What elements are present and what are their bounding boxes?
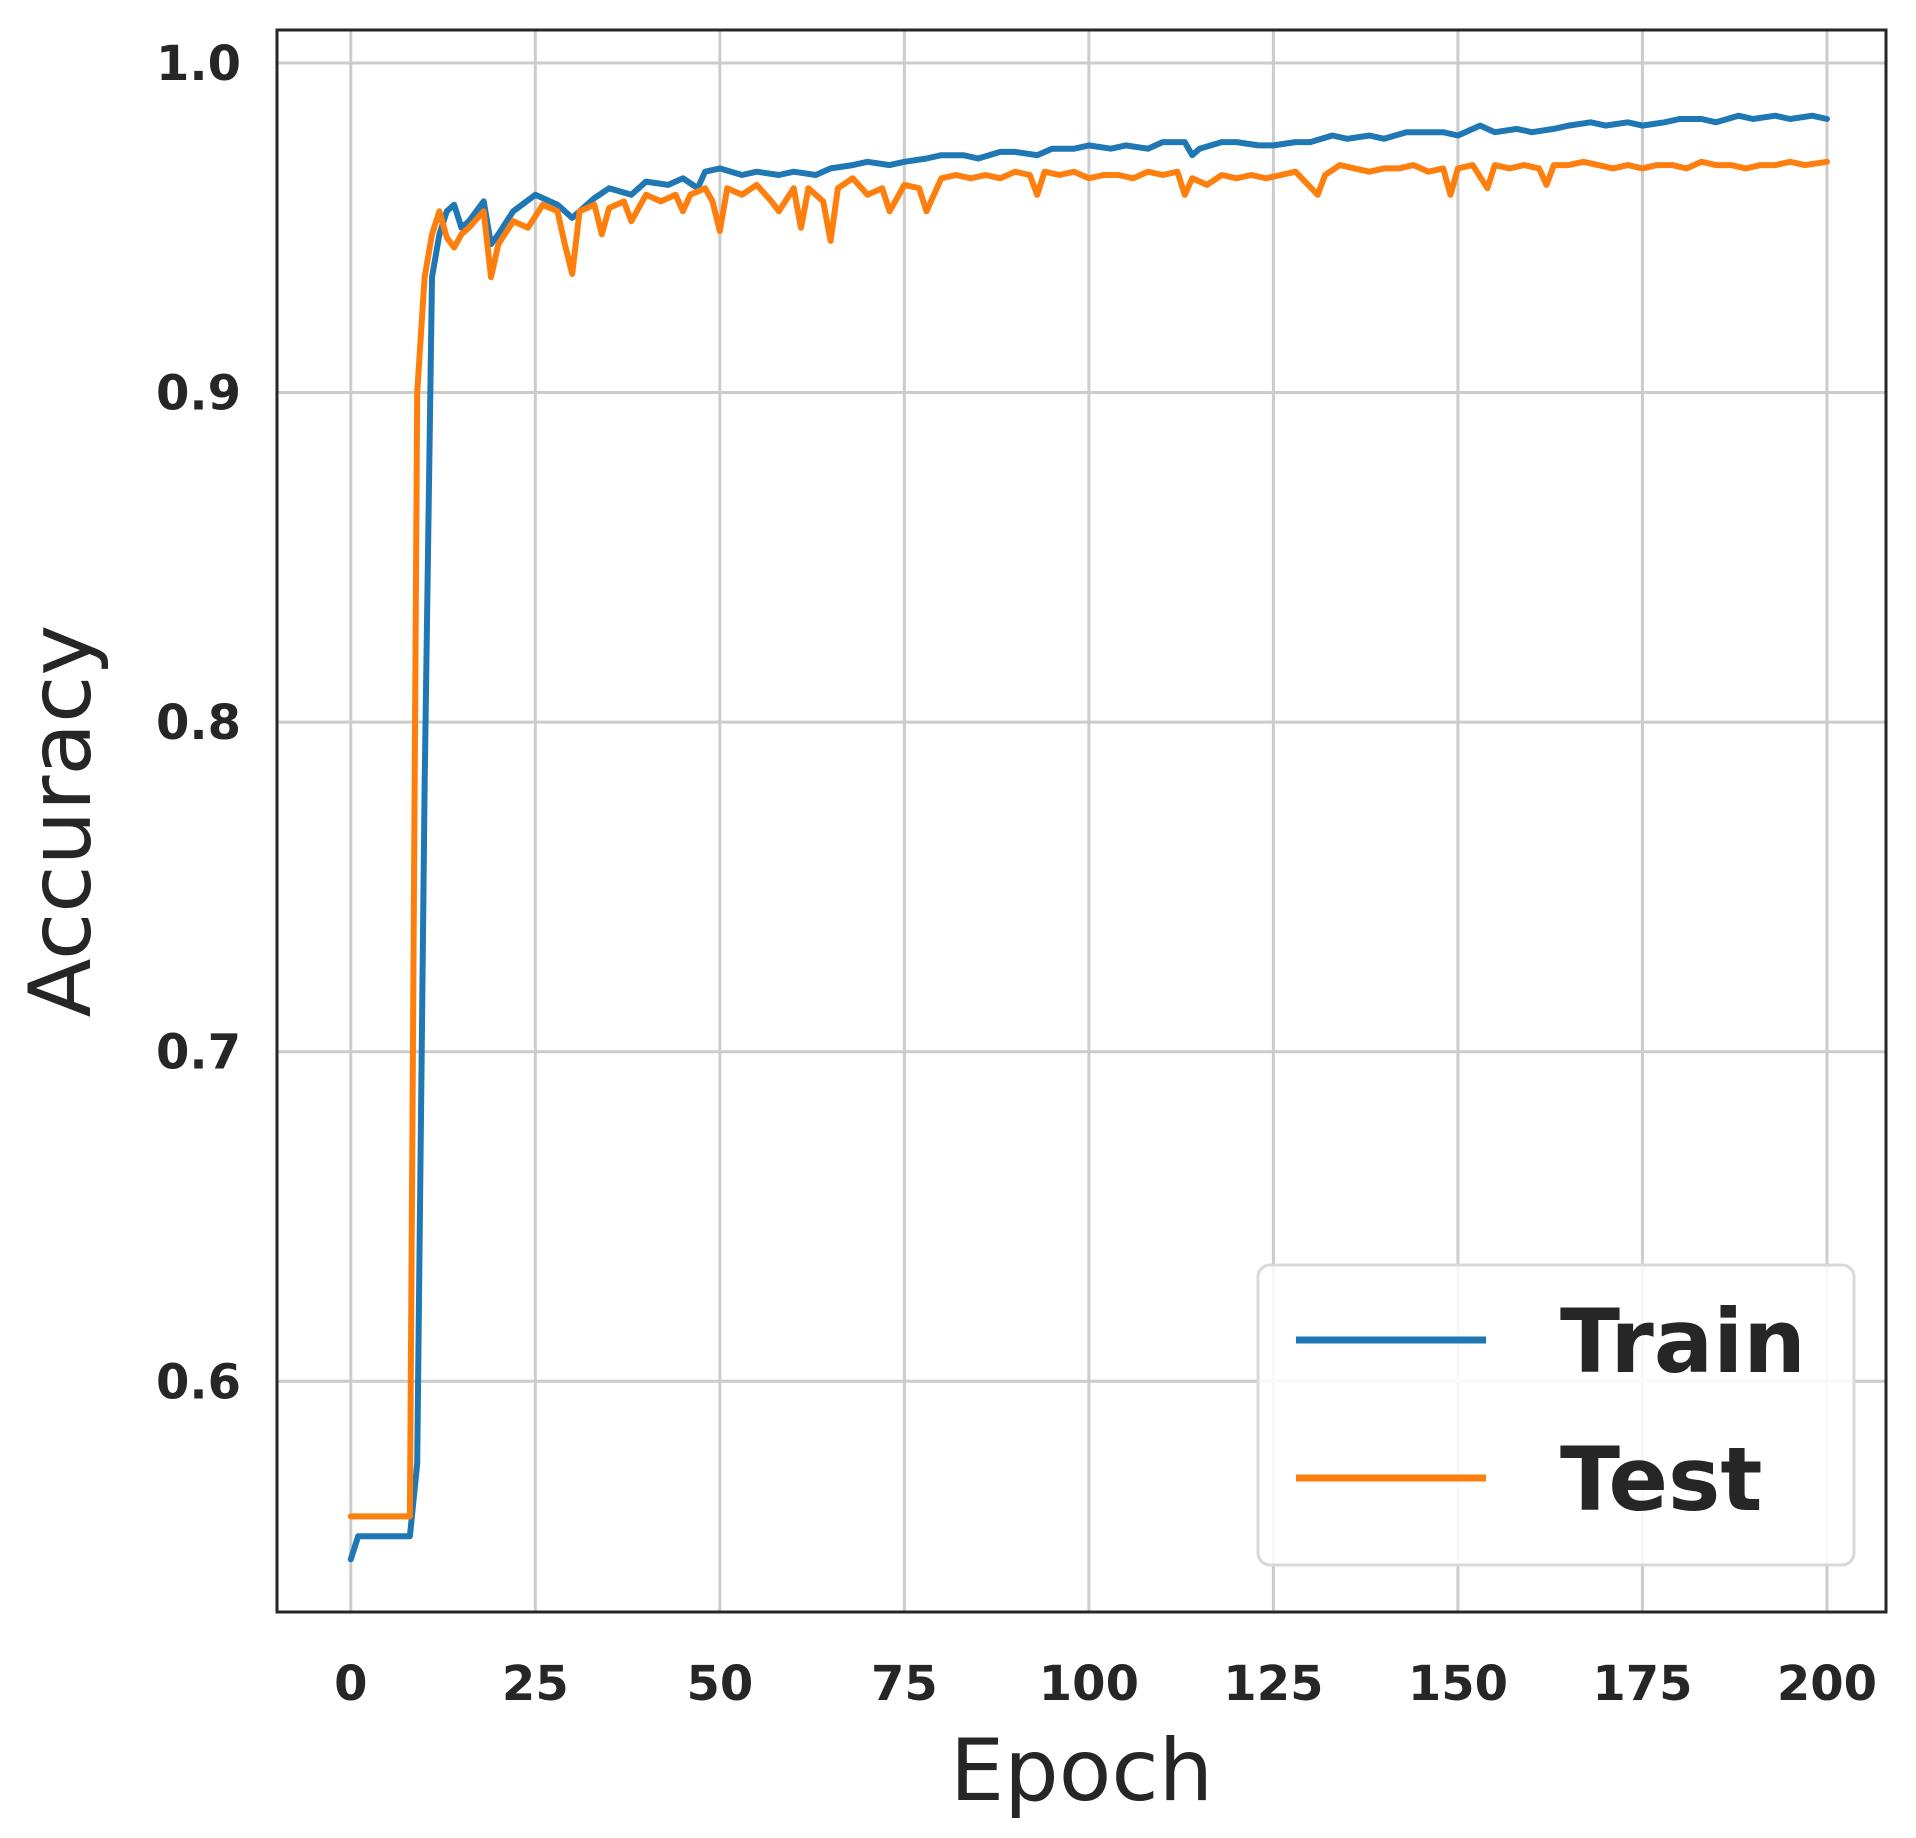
x-tick-label: 25	[502, 1656, 569, 1712]
legend-label-train: Train	[1560, 1290, 1806, 1393]
plot-frame	[275, 28, 1888, 1614]
y-axis-label: Accuracy	[11, 625, 111, 1018]
y-tick-label: 1.0	[156, 36, 241, 92]
series-line-train	[347, 112, 1830, 1563]
x-tick-label: 150	[1408, 1656, 1508, 1712]
y-tick-label: 0.9	[156, 366, 241, 422]
x-tick-label: 125	[1223, 1656, 1323, 1712]
x-tick-label: 200	[1777, 1656, 1877, 1712]
x-tick-label: 175	[1592, 1656, 1692, 1712]
x-tick-label: 50	[686, 1656, 753, 1712]
x-tick-labels: 0 25 50 75 100 125 150 175 200	[334, 1656, 1877, 1712]
legend-label-test: Test	[1560, 1428, 1762, 1531]
series-line-test	[347, 158, 1830, 1520]
y-tick-label: 0.6	[156, 1354, 241, 1410]
y-tick-labels: 0.6 0.7 0.8 0.9 1.0	[156, 36, 241, 1410]
series-lines	[347, 112, 1830, 1563]
y-tick-label: 0.7	[156, 1025, 241, 1081]
legend: Train Test	[1256, 1263, 1856, 1567]
x-tick-label: 75	[871, 1656, 938, 1712]
x-tick-label: 0	[334, 1656, 367, 1712]
x-axis-label: Epoch	[950, 1721, 1213, 1821]
y-tick-label: 0.8	[156, 695, 241, 751]
x-tick-label: 100	[1039, 1656, 1139, 1712]
